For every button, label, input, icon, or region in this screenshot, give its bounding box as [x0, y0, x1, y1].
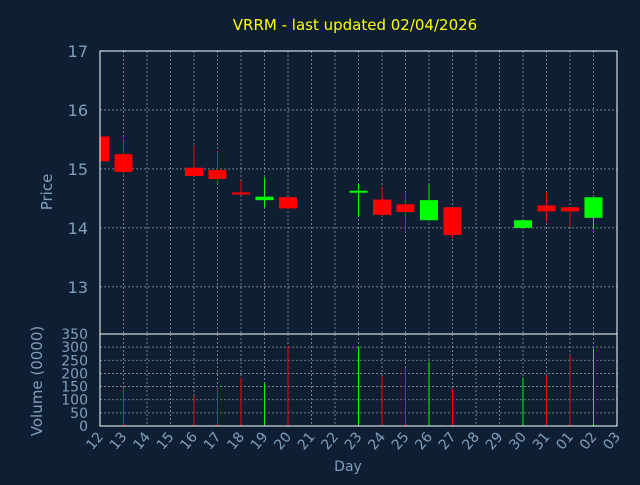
day-axis-label: Day	[334, 459, 362, 475]
day-tick-label: 22	[318, 429, 342, 453]
day-tick-label: 26	[412, 429, 436, 453]
candle-body	[561, 207, 579, 212]
volume-tick-label: 200	[61, 366, 88, 382]
candle-body	[349, 190, 368, 193]
price-tick-label: 16	[68, 101, 88, 120]
volume-tick-label: 350	[61, 327, 88, 343]
day-tick-label: 17	[201, 429, 225, 453]
candle-body	[373, 199, 391, 215]
day-tick-labels: 12 13 14 15 16 17 18 19 20 21 22 23 24 25 26 27 28 29 30 31…	[83, 429, 624, 453]
volume-tick-label: 250	[61, 353, 88, 369]
volume-tick-label: 0	[79, 419, 88, 435]
day-tick-label: 14	[130, 429, 154, 453]
day-tick-label: 21	[295, 429, 319, 453]
day-tick-label: 28	[459, 429, 483, 453]
candle-body	[584, 197, 603, 218]
price-tick-labels: 13 14 15 16 17	[68, 42, 88, 297]
candle-body	[396, 204, 415, 212]
candle-body	[208, 170, 227, 179]
candle-body	[232, 192, 250, 195]
day-tick-label: 30	[506, 429, 530, 453]
candle-body	[443, 207, 462, 235]
day-tick-label: 31	[530, 429, 554, 453]
day-tick-label: 01	[553, 429, 577, 453]
candles	[99, 136, 603, 238]
volume-tick-label: 100	[61, 393, 88, 409]
candle-body	[255, 196, 274, 201]
day-tick-label: 13	[107, 429, 131, 453]
day-tick-label: 19	[248, 429, 272, 453]
volume-panel-frame	[99, 333, 618, 427]
day-tick-label: 16	[177, 429, 201, 453]
candle-body	[185, 167, 203, 176]
day-tick-label: 18	[224, 429, 248, 453]
candle-body	[100, 136, 109, 162]
day-tick-label: 27	[436, 429, 460, 453]
day-tick-label: 20	[271, 429, 295, 453]
chart-title: VRRM - last updated 02/04/2026	[233, 16, 477, 34]
day-tick-label: 03	[600, 429, 624, 453]
day-tick-label: 15	[154, 429, 178, 453]
volume-tick-label: 300	[61, 340, 88, 356]
candle-body	[537, 205, 556, 212]
day-tick-label: 25	[389, 429, 413, 453]
volume-bars	[123, 345, 594, 426]
candle-body	[420, 200, 438, 221]
volume-axis-label: Volume (0000)	[28, 326, 46, 436]
day-tick-label: 29	[483, 429, 507, 453]
candle-body	[514, 220, 532, 228]
day-tick-label: 02	[577, 429, 601, 453]
price-axis-label: Price	[38, 174, 56, 211]
day-tick-label: 23	[342, 429, 366, 453]
price-tick-label: 13	[68, 278, 88, 297]
price-tick-label: 14	[68, 219, 88, 238]
candle-body	[114, 154, 133, 172]
volume-tick-label: 50	[70, 406, 88, 422]
price-tick-label: 17	[68, 42, 88, 61]
volume-tick-label: 150	[61, 380, 88, 396]
price-tick-label: 15	[68, 160, 88, 179]
candle-body	[279, 197, 297, 209]
day-tick-label: 24	[365, 429, 389, 453]
